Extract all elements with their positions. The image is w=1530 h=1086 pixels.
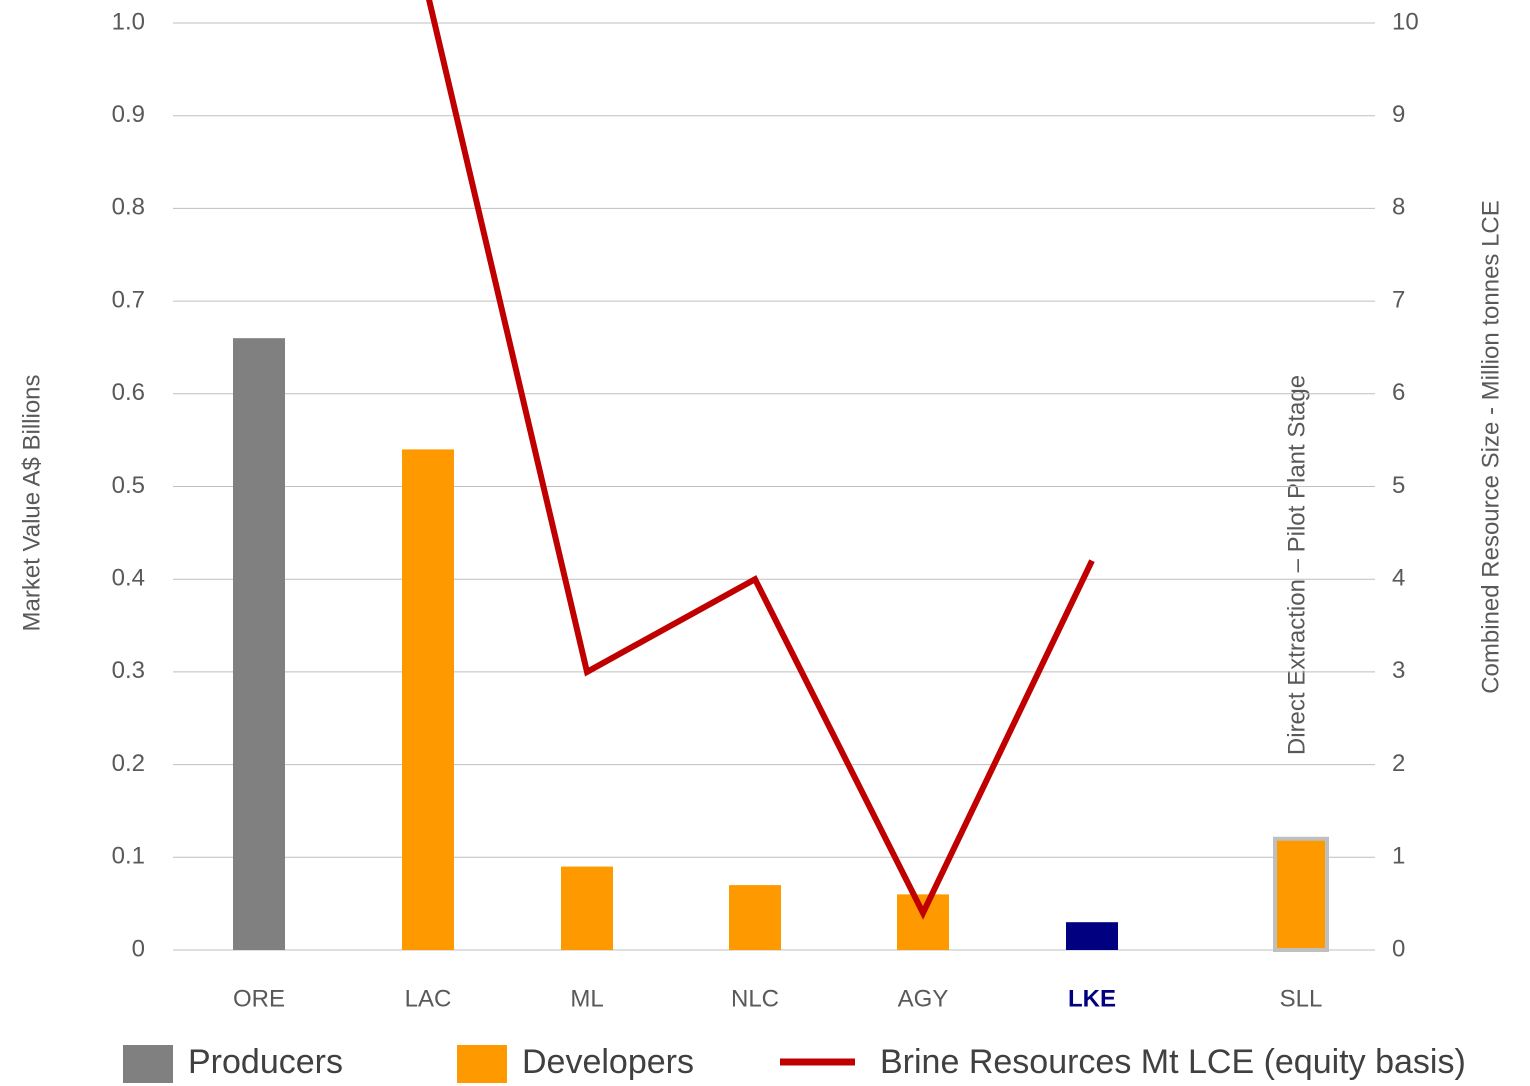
annotation: Direct Extraction – Pilot Plant Stage <box>1283 375 1310 755</box>
y2-tick-label: 7 <box>1392 286 1405 313</box>
y-tick-label: 0.6 <box>112 379 145 406</box>
y2-tick-label: 6 <box>1392 379 1405 406</box>
line-series <box>426 0 1095 920</box>
y-tick-label: 1.0 <box>112 8 145 35</box>
legend-label: Developers <box>522 1043 694 1081</box>
y-tick-label: 0.3 <box>112 657 145 684</box>
x-tick-label: ML <box>570 985 603 1012</box>
bar <box>1066 922 1118 950</box>
x-tick-label: ORE <box>233 985 285 1012</box>
x-tick-label: SLL <box>1280 985 1323 1012</box>
legend-label: Producers <box>188 1043 343 1081</box>
y2-tick-label: 0 <box>1392 935 1405 962</box>
x-tick-label: NLC <box>731 985 779 1012</box>
y-tick-label: 0 <box>132 935 145 962</box>
y-tick-label: 0.2 <box>112 750 145 777</box>
y-tick-label: 0.5 <box>112 472 145 499</box>
bar <box>402 449 454 950</box>
bar <box>561 866 613 950</box>
x-tick-label: LKE <box>1068 985 1116 1012</box>
y2-tick-label: 1 <box>1392 843 1405 870</box>
legend-swatch <box>123 1045 173 1083</box>
y-axis-label: Market Value A$ Billions <box>18 374 45 631</box>
x-tick-label: LAC <box>405 985 452 1012</box>
y-tick-label: 0.7 <box>112 286 145 313</box>
y2-tick-label: 4 <box>1392 565 1405 592</box>
y-tick-label: 0.1 <box>112 843 145 870</box>
legend-label: Brine Resources Mt LCE (equity basis) <box>880 1043 1466 1081</box>
y2-tick-label: 10 <box>1392 8 1419 35</box>
y2-axis-label: Combined Resource Size - Million tonnes … <box>1477 200 1504 694</box>
y2-tick-label: 2 <box>1392 750 1405 777</box>
x-tick-label: AGY <box>898 985 949 1012</box>
bar <box>729 885 781 950</box>
y2-tick-label: 5 <box>1392 472 1405 499</box>
y2-tick-label: 9 <box>1392 101 1405 128</box>
y-tick-label: 0.4 <box>112 565 145 592</box>
bar <box>897 894 949 950</box>
y2-tick-label: 3 <box>1392 657 1405 684</box>
bar <box>233 338 285 950</box>
bar <box>1273 836 1329 953</box>
y2-tick-label: 8 <box>1392 194 1405 221</box>
legend-swatch <box>457 1045 507 1083</box>
y-tick-label: 0.8 <box>112 194 145 221</box>
y-tick-label: 0.9 <box>112 101 145 128</box>
